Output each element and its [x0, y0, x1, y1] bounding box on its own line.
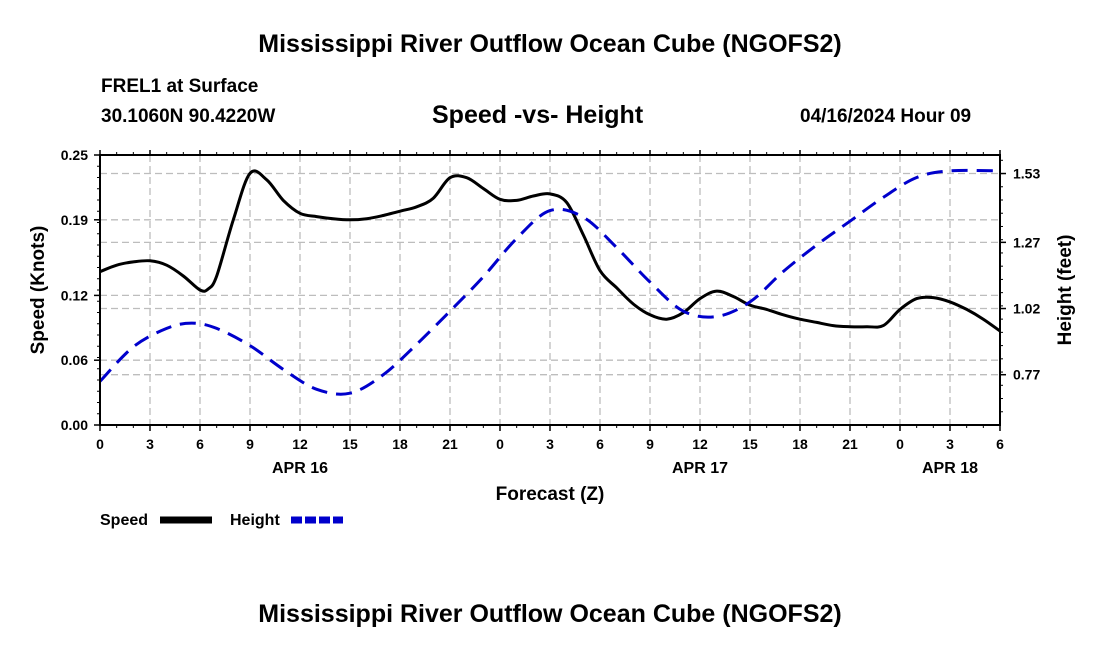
series-speed-line	[99, 169, 1001, 333]
forecast-datetime: 04/16/2024 Hour 09	[800, 106, 972, 127]
x-tick-label: 21	[442, 436, 458, 452]
chart-subtitle: Speed -vs- Height	[432, 101, 644, 129]
x-tick-label: 18	[792, 436, 808, 452]
legend-height-label: Height	[230, 512, 280, 529]
page-title: Mississippi River Outflow Ocean Cube (NG…	[258, 30, 842, 58]
legend-speed-label: Speed	[100, 512, 148, 529]
y-tick-label: 0.00	[61, 417, 88, 433]
x-tick-label: 9	[646, 436, 654, 452]
footer-title: Mississippi River Outflow Ocean Cube (NG…	[258, 600, 842, 628]
y-tick-label: 0.06	[61, 352, 88, 368]
x-tick-label: 18	[392, 436, 408, 452]
x-tick-label: 3	[146, 436, 154, 452]
x-tick-label: 6	[196, 436, 204, 452]
x-tick-label: 3	[546, 436, 554, 452]
y2-tick-label: 1.53	[1013, 166, 1040, 182]
x-tick-label: 6	[596, 436, 604, 452]
x-tick-label: 0	[96, 436, 104, 452]
station-label: FREL1 at Surface	[101, 76, 259, 97]
day-label: APR 18	[922, 460, 978, 477]
x-tick-label: 3	[946, 436, 954, 452]
x-tick-label: 21	[842, 436, 858, 452]
y-axis-title: Speed (Knots)	[28, 226, 49, 355]
x-tick-label: 9	[246, 436, 254, 452]
y-tick-label: 0.12	[61, 287, 88, 303]
y2-tick-label: 1.27	[1013, 234, 1040, 250]
y-tick-label: 0.25	[61, 147, 88, 163]
day-label: APR 16	[272, 460, 328, 477]
series-height-line	[98, 168, 1001, 396]
x-tick-label: 6	[996, 436, 1004, 452]
y2-axis-title: Height (feet)	[1055, 235, 1076, 346]
coordinates-label: 30.1060N 90.4220W	[101, 106, 276, 127]
y-tick-label: 0.19	[61, 212, 88, 228]
x-tick-label: 15	[742, 436, 758, 452]
y2-tick-label: 1.02	[1013, 301, 1040, 317]
day-label: APR 17	[672, 460, 728, 477]
x-tick-label: 0	[896, 436, 904, 452]
x-tick-label: 12	[692, 436, 708, 452]
x-tick-label: 15	[342, 436, 358, 452]
x-axis-title: Forecast (Z)	[496, 484, 605, 505]
x-tick-label: 12	[292, 436, 308, 452]
y2-tick-label: 0.77	[1013, 367, 1040, 383]
x-tick-label: 0	[496, 436, 504, 452]
